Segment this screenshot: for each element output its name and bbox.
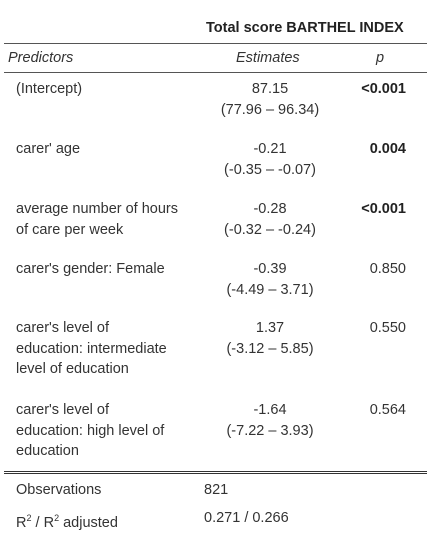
p-value: <0.001 [361,81,406,97]
predictor-label-line: of care per week [16,221,124,238]
estimate-cell: -1.64 (-7.22 – 3.93) [190,400,350,441]
observations-label: Observations [16,482,102,498]
r2-label-part: R [16,514,27,531]
estimate-cell: -0.21 (-0.35 – -0.07) [190,139,350,180]
confidence-interval: (-3.12 – 5.85) [226,340,314,357]
estimates-column-header: Estimates [236,50,300,66]
p-value: 0.004 [369,141,406,157]
estimate-cell: 87.15 (77.96 – 96.34) [190,79,350,120]
estimate-value: -0.28 [253,201,287,217]
p-value: 0.850 [369,261,406,277]
confidence-interval: (77.96 – 96.34) [220,101,320,118]
predictor-cell: carer's level of education: high level o… [16,400,164,462]
predictor-cell: average number of hours of care per week [16,199,178,240]
predictor-cell: carer's gender: Female [16,259,165,280]
r-squared-label: R2 / R2 adjusted [16,508,118,533]
predictor-label: carer' age [16,141,81,157]
r-squared-value: 0.271 / 0.266 [204,510,289,526]
predictor-label-line: carer's level of [16,402,110,418]
r2-label-part: adjusted [59,514,118,531]
observations-value: 821 [204,482,229,498]
confidence-interval: (-0.32 – -0.24) [224,221,316,238]
estimate-value: 1.37 [255,320,285,336]
r2-superscript: 2 [26,513,32,523]
column-header-rule [4,72,427,73]
estimate-cell: -0.28 (-0.32 – -0.24) [190,199,350,240]
estimate-value: -0.21 [253,141,287,157]
estimate-cell: 1.37 (-3.12 – 5.85) [190,318,350,359]
p-column-header: p [376,50,385,66]
r2-label-part: / R [31,514,55,531]
confidence-interval: (-4.49 – 3.71) [226,281,314,298]
predictor-label-line: level of education [16,361,129,377]
predictor-cell: carer's level of education: intermediate… [16,318,167,380]
p-value: 0.564 [369,402,406,418]
predictor-label-line: average number of hours [16,201,179,217]
header-rule [4,43,427,44]
confidence-interval: (-0.35 – -0.07) [224,161,316,178]
predictor-label-line: education [16,443,79,459]
predictor-cell: (Intercept) [16,79,82,100]
predictor-label: carer's gender: Female [16,261,165,277]
dependent-variable-title: Total score BARTHEL INDEX [206,20,404,36]
estimate-value: -1.64 [253,402,287,418]
estimate-value: -0.39 [253,261,287,277]
predictor-cell: carer' age [16,139,80,160]
predictor-label-line: education: intermediate [16,340,167,357]
predictor-label: (Intercept) [16,81,83,97]
predictors-column-header: Predictors [8,50,74,66]
p-value: <0.001 [361,201,406,217]
p-value: 0.550 [369,320,406,336]
r2-superscript: 2 [54,513,60,523]
estimate-cell: -0.39 (-4.49 – 3.71) [190,259,350,300]
summary-rule [4,471,427,474]
predictor-label-line: carer's level of [16,320,110,336]
predictor-label-line: education: high level of [16,422,165,439]
estimate-value: 87.15 [251,81,289,97]
confidence-interval: (-7.22 – 3.93) [226,422,314,439]
